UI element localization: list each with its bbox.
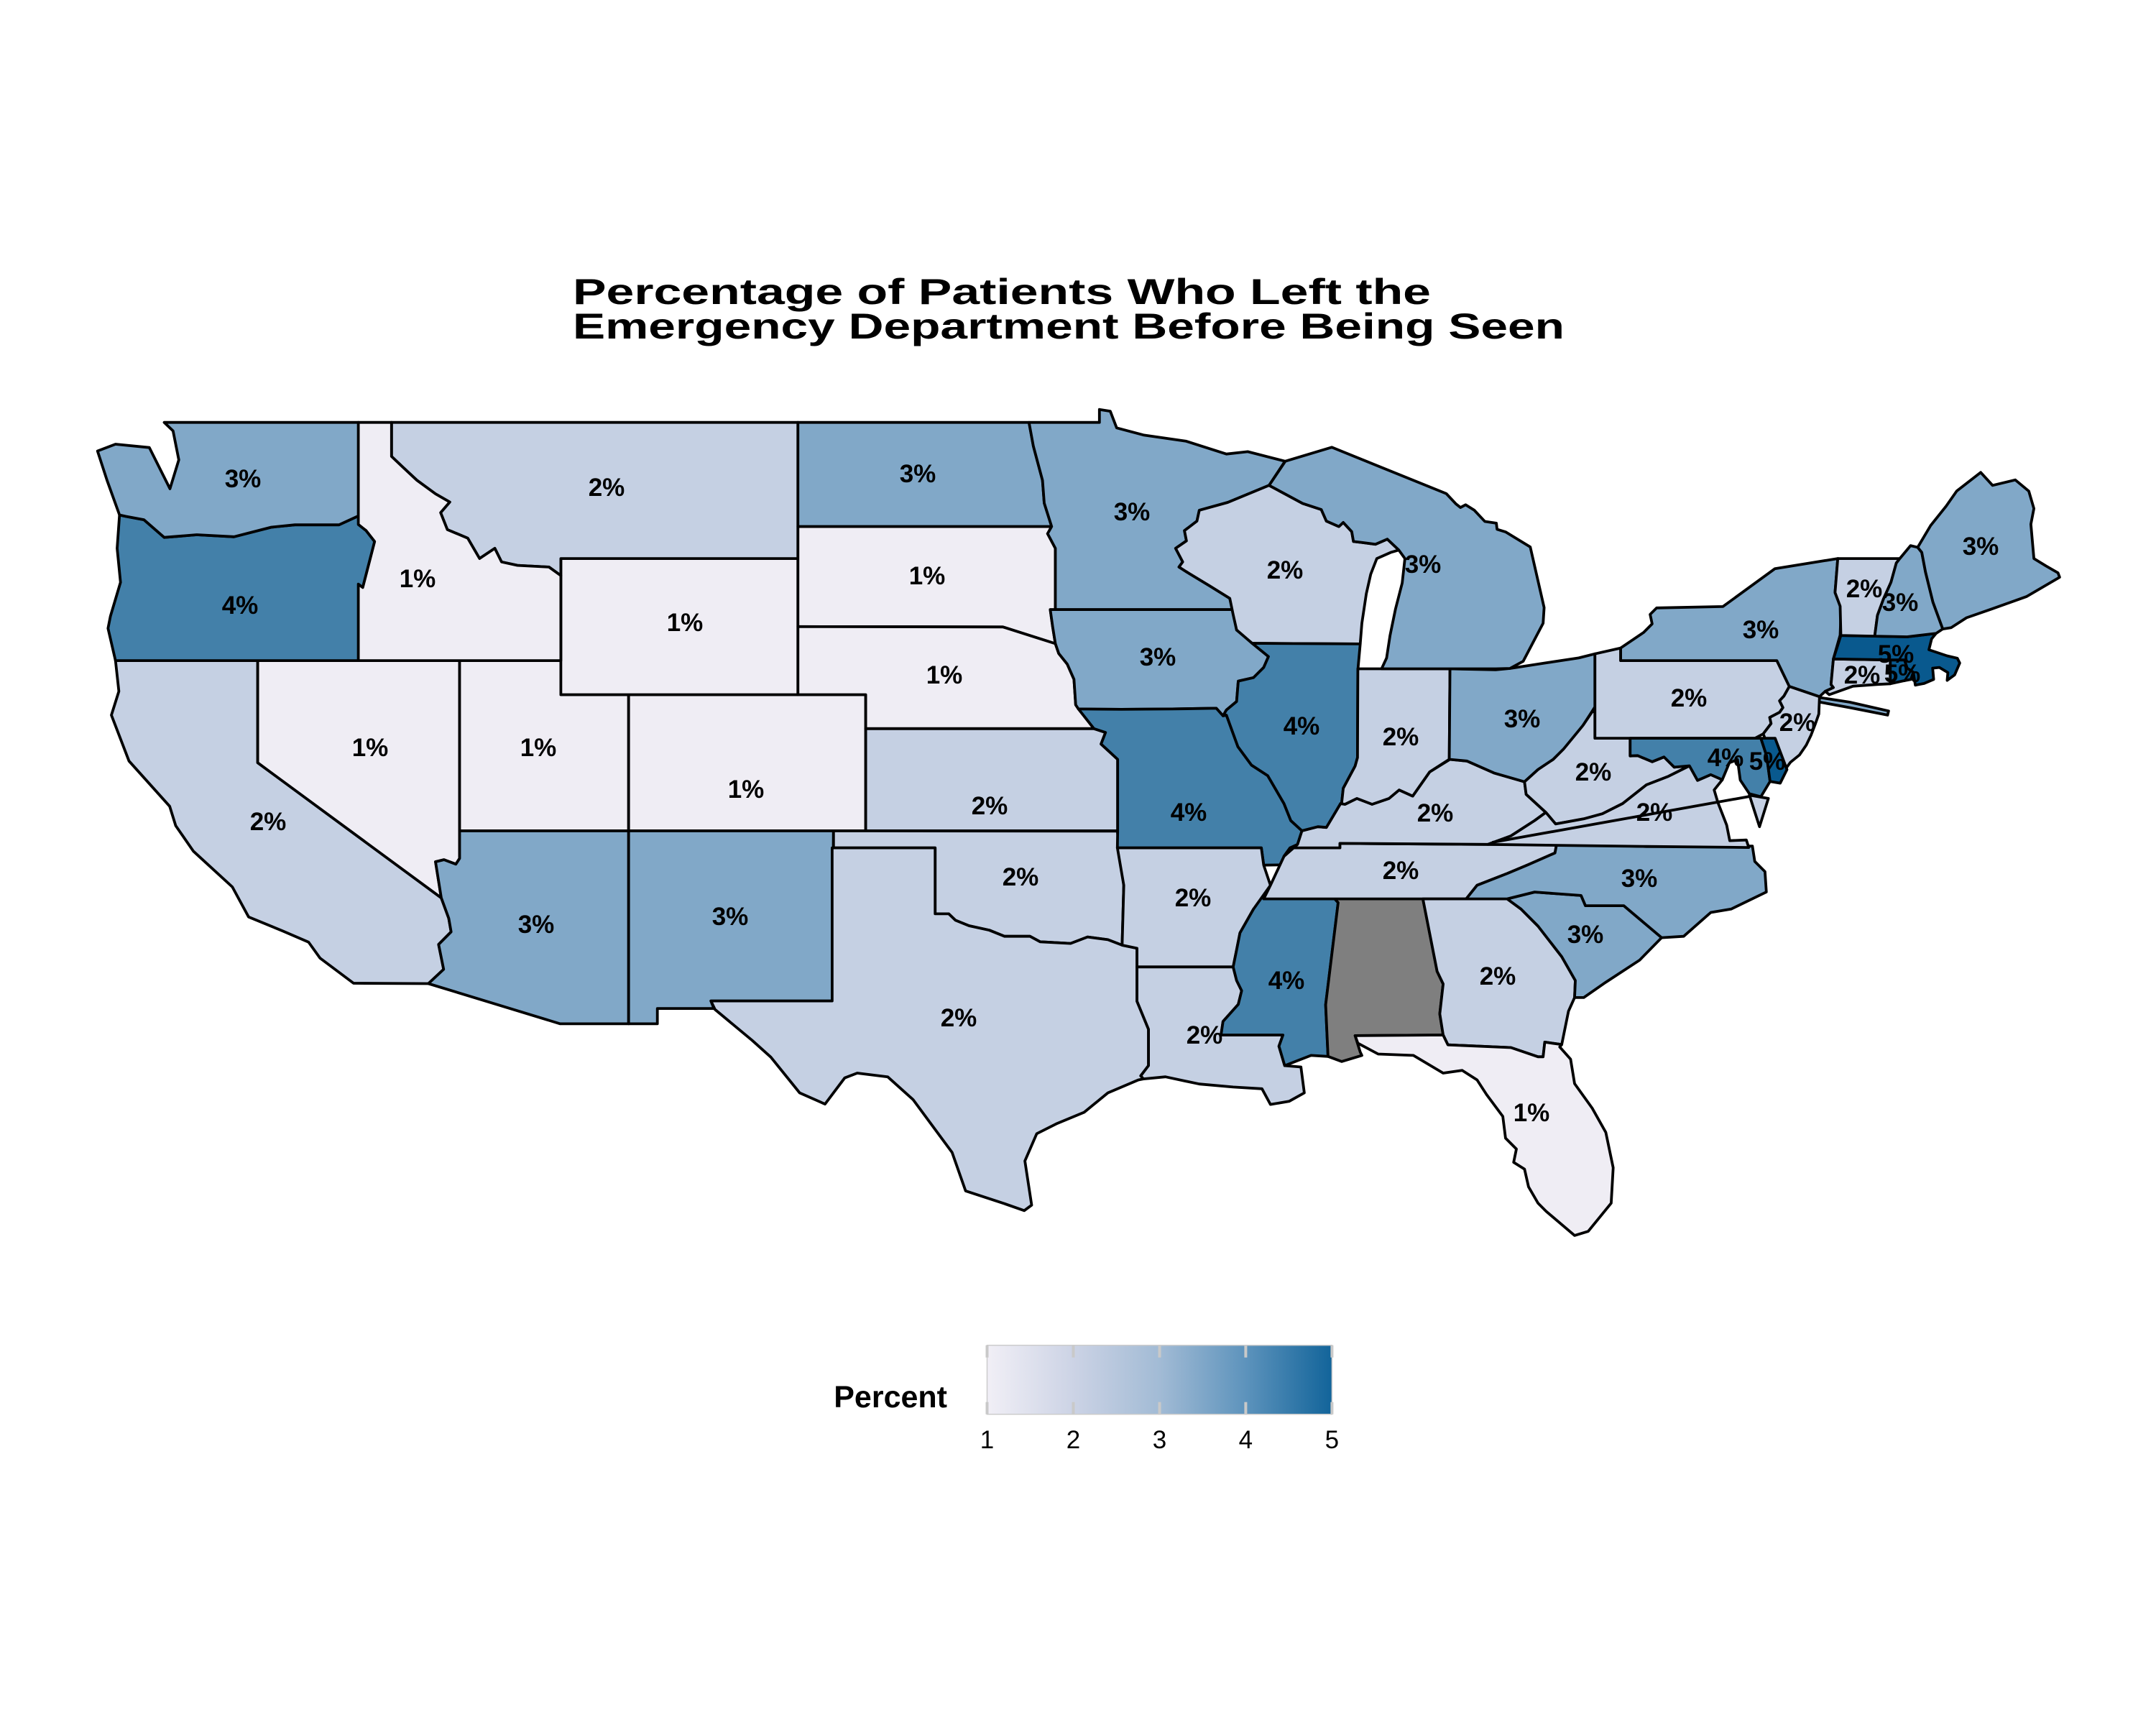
svg-text:4%: 4% bbox=[222, 592, 259, 620]
svg-text:2%: 2% bbox=[589, 474, 625, 502]
svg-text:2%: 2% bbox=[1575, 758, 1612, 786]
svg-text:3%: 3% bbox=[712, 903, 749, 931]
svg-text:2%: 2% bbox=[1187, 1021, 1223, 1049]
svg-text:3%: 3% bbox=[1882, 589, 1919, 617]
svg-text:3%: 3% bbox=[518, 911, 555, 939]
svg-text:2%: 2% bbox=[1417, 799, 1454, 827]
svg-text:Emergency Department Before Be: Emergency Department Before Being Seen bbox=[573, 306, 1565, 346]
svg-text:3%: 3% bbox=[1963, 533, 1999, 561]
svg-text:3%: 3% bbox=[1140, 643, 1176, 671]
svg-text:3%: 3% bbox=[1114, 498, 1151, 526]
svg-text:3%: 3% bbox=[225, 465, 262, 493]
svg-text:5%: 5% bbox=[1884, 660, 1921, 688]
svg-text:3%: 3% bbox=[900, 460, 936, 488]
svg-text:4%: 4% bbox=[1708, 744, 1744, 772]
svg-text:3%: 3% bbox=[1567, 921, 1604, 949]
svg-text:2%: 2% bbox=[941, 1004, 977, 1032]
svg-text:2%: 2% bbox=[1267, 556, 1304, 584]
svg-text:1%: 1% bbox=[400, 565, 436, 593]
svg-text:4%: 4% bbox=[1268, 967, 1305, 995]
svg-text:2%: 2% bbox=[972, 792, 1008, 820]
svg-text:2%: 2% bbox=[250, 808, 287, 836]
svg-text:3%: 3% bbox=[1743, 616, 1779, 644]
svg-text:2: 2 bbox=[1067, 1426, 1080, 1454]
svg-text:2%: 2% bbox=[1175, 884, 1212, 912]
svg-text:5%: 5% bbox=[1878, 640, 1915, 668]
svg-text:1: 1 bbox=[980, 1426, 994, 1454]
svg-text:2%: 2% bbox=[1636, 799, 1673, 827]
svg-text:1%: 1% bbox=[352, 734, 389, 762]
svg-text:4%: 4% bbox=[1284, 712, 1320, 740]
svg-text:3%: 3% bbox=[1621, 865, 1658, 893]
svg-text:2%: 2% bbox=[1779, 709, 1816, 737]
svg-text:Percent: Percent bbox=[834, 1380, 947, 1414]
svg-text:3%: 3% bbox=[1504, 705, 1541, 733]
svg-text:1%: 1% bbox=[926, 661, 963, 689]
svg-text:2%: 2% bbox=[1003, 863, 1039, 891]
svg-text:2%: 2% bbox=[1844, 661, 1881, 689]
svg-text:2%: 2% bbox=[1480, 962, 1516, 990]
svg-text:5: 5 bbox=[1325, 1426, 1339, 1454]
svg-text:4%: 4% bbox=[1171, 799, 1207, 827]
svg-text:1%: 1% bbox=[520, 734, 557, 762]
svg-text:1%: 1% bbox=[728, 776, 765, 804]
svg-text:1%: 1% bbox=[667, 609, 704, 637]
svg-text:2%: 2% bbox=[1383, 857, 1419, 885]
svg-text:2%: 2% bbox=[1671, 684, 1708, 712]
svg-text:2%: 2% bbox=[1846, 575, 1883, 603]
svg-text:1%: 1% bbox=[1514, 1099, 1550, 1127]
svg-text:3: 3 bbox=[1153, 1426, 1166, 1454]
svg-text:4: 4 bbox=[1239, 1426, 1253, 1454]
svg-text:2%: 2% bbox=[1383, 723, 1419, 751]
svg-text:1%: 1% bbox=[909, 562, 946, 590]
svg-text:5%: 5% bbox=[1749, 748, 1786, 776]
svg-text:Percentage of Patients Who Lef: Percentage of Patients Who Left the bbox=[573, 272, 1431, 312]
svg-text:3%: 3% bbox=[1405, 551, 1442, 579]
